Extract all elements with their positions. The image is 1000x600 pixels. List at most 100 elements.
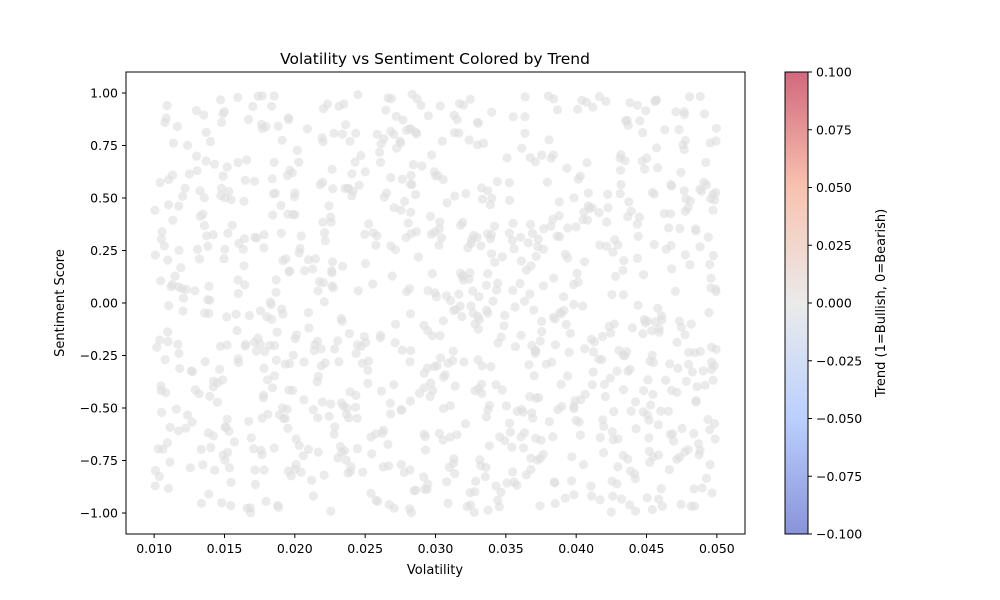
scatter-point: [620, 351, 630, 361]
scatter-point: [419, 472, 429, 482]
scatter-point: [704, 308, 714, 318]
scatter-point: [559, 305, 569, 316]
scatter-point: [484, 441, 494, 451]
scatter-point: [638, 128, 648, 138]
scatter-point: [157, 407, 167, 418]
scatter-point: [313, 286, 323, 296]
scatter-point: [603, 189, 613, 199]
scatter-point: [199, 193, 209, 203]
scatter-point: [386, 241, 396, 251]
colorbar-tick-label: −0.025: [816, 353, 862, 368]
scatter-point: [618, 290, 629, 300]
scatter-point: [563, 371, 573, 381]
scatter-point: [276, 200, 286, 211]
scatter-point: [680, 135, 691, 146]
scatter-point: [244, 310, 254, 321]
scatter-point: [368, 228, 378, 238]
scatter-point: [345, 136, 355, 146]
scatter-point: [654, 327, 664, 337]
scatter-point: [613, 462, 623, 472]
scatter-point: [220, 244, 230, 254]
scatter-point: [215, 95, 226, 105]
scatter-point: [219, 254, 229, 264]
scatter-point: [680, 330, 690, 340]
x-tick-label: 0.050: [699, 541, 735, 556]
scatter-point: [434, 240, 444, 250]
scatter-point: [518, 443, 529, 453]
scatter-point: [661, 244, 671, 254]
scatter-point: [547, 357, 557, 367]
scatter-point: [334, 357, 344, 367]
scatter-point: [420, 445, 431, 455]
scatter-point: [212, 397, 223, 407]
scatter-point: [550, 498, 560, 509]
scatter-point: [537, 150, 547, 160]
scatter-point: [644, 433, 654, 443]
scatter-point: [341, 409, 352, 419]
scatter-point: [170, 271, 180, 281]
colorbar-tick-label: 0.050: [816, 180, 852, 195]
scatter-point: [224, 463, 235, 473]
scatter-point: [375, 147, 385, 157]
x-tick-label: 0.045: [629, 541, 665, 556]
scatter-point: [571, 415, 581, 425]
scatter-point: [595, 495, 605, 505]
scatter-point: [270, 188, 280, 198]
scatter-point: [701, 180, 712, 190]
scatter-point: [384, 461, 394, 471]
scatter-point: [437, 136, 447, 146]
scatter-point: [449, 454, 459, 464]
scatter-point: [508, 218, 518, 228]
colorbar-tick-label: −0.050: [816, 411, 862, 426]
scatter-point: [405, 357, 415, 367]
scatter-point: [448, 356, 458, 366]
scatter-point: [227, 220, 237, 230]
scatter-point: [489, 221, 499, 231]
scatter-point: [233, 92, 243, 103]
scatter-point: [598, 415, 608, 425]
scatter-point: [272, 327, 282, 337]
x-axis: 0.010 0.015 0.020 0.025 0.030 0.035 0.040 0.045…: [136, 534, 735, 556]
scatter-point: [204, 281, 214, 291]
scatter-point: [676, 167, 686, 178]
scatter-point: [652, 143, 662, 153]
scatter-point: [594, 354, 604, 364]
scatter-point: [406, 170, 416, 181]
scatter-point: [205, 295, 215, 305]
x-tick-label: 0.040: [558, 541, 594, 556]
scatter-point: [312, 377, 322, 387]
scatter-point: [649, 189, 659, 199]
scatter-point: [318, 278, 328, 288]
scatter-point: [357, 358, 367, 368]
scatter-point: [469, 507, 479, 517]
scatter-point: [689, 484, 699, 494]
scatter-point: [377, 428, 387, 438]
scatter-point: [649, 239, 659, 250]
scatter-point: [708, 205, 718, 215]
scatter-point: [686, 319, 696, 329]
scatter-point: [645, 400, 656, 410]
scatter-point: [673, 363, 683, 373]
scatter-point: [208, 230, 218, 240]
scatter-point: [206, 442, 216, 453]
scatter-point: [587, 380, 597, 390]
scatter-point: [711, 136, 721, 146]
scatter-point: [198, 209, 208, 219]
scatter-point: [668, 429, 678, 439]
scatter-point: [587, 203, 597, 213]
scatter-point: [160, 117, 170, 128]
scatter-point: [328, 184, 338, 194]
scatter-point: [150, 481, 160, 491]
scatter-point: [492, 176, 502, 187]
scatter-point: [283, 209, 293, 219]
scatter-point: [560, 493, 570, 503]
scatter-point: [261, 122, 271, 132]
scatter-point: [460, 419, 471, 429]
scatter-point: [554, 211, 564, 221]
scatter-point: [435, 217, 445, 227]
scatter-point: [546, 221, 556, 231]
scatter-point: [572, 268, 582, 278]
scatter-point: [602, 217, 612, 227]
scatter-point: [290, 210, 300, 220]
scatter-point: [156, 234, 166, 244]
